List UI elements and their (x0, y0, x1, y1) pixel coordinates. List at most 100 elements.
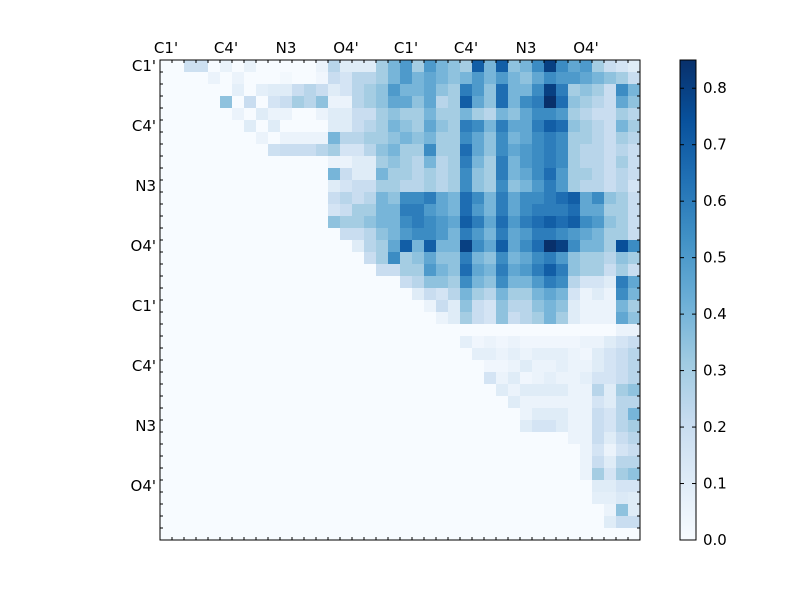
heatmap-cell (544, 504, 557, 517)
heatmap-cell (352, 252, 365, 265)
heatmap-cell (424, 372, 437, 385)
heatmap-cell (220, 84, 233, 97)
heatmap-cell (460, 444, 473, 457)
heatmap-cell (496, 396, 509, 409)
heatmap-cell (172, 228, 185, 241)
heatmap-cell (472, 168, 485, 181)
heatmap-cell (304, 120, 317, 133)
heatmap-cell (268, 276, 281, 289)
heatmap-cell (400, 396, 413, 409)
heatmap-cell (592, 480, 605, 493)
heatmap-cell (388, 240, 401, 253)
heatmap-cell (316, 72, 329, 85)
heatmap-cell (628, 480, 641, 493)
heatmap-cell (436, 216, 449, 229)
heatmap-cell (316, 132, 329, 145)
heatmap-cell (280, 528, 293, 541)
heatmap-cell (472, 324, 485, 337)
heatmap-cell (616, 144, 629, 157)
heatmap-cell (604, 336, 617, 349)
heatmap-cell (400, 468, 413, 481)
colorbar-tick-label: 0.2 (703, 418, 727, 436)
heatmap-cell (556, 264, 569, 277)
heatmap-cell (184, 60, 197, 73)
heatmap-cell (328, 288, 341, 301)
y-tick-label: O4' (131, 237, 156, 255)
heatmap-cell (184, 528, 197, 541)
heatmap-cell (616, 276, 629, 289)
heatmap-cell (268, 192, 281, 205)
heatmap-cell (604, 84, 617, 97)
heatmap-cell (376, 504, 389, 517)
heatmap-cell (256, 528, 269, 541)
heatmap-cell (472, 468, 485, 481)
heatmap-cell (376, 252, 389, 265)
heatmap-cell (196, 492, 209, 505)
heatmap-cell (316, 504, 329, 517)
heatmap-cell (268, 120, 281, 133)
heatmap-cell (580, 216, 593, 229)
heatmap-cell (232, 492, 245, 505)
heatmap-cell (460, 168, 473, 181)
heatmap-cell (484, 156, 497, 169)
heatmap-cell (316, 492, 329, 505)
heatmap-cell (244, 324, 257, 337)
heatmap-cell (604, 288, 617, 301)
colorbar-tick-label: 0.6 (703, 192, 727, 210)
heatmap-cell (436, 456, 449, 469)
heatmap-cell (196, 168, 209, 181)
heatmap-cell (304, 144, 317, 157)
heatmap-cell (508, 456, 521, 469)
heatmap-cell (292, 300, 305, 313)
heatmap-cell (448, 240, 461, 253)
heatmap-cell (556, 60, 569, 73)
heatmap-cell (532, 360, 545, 373)
heatmap-cell (184, 132, 197, 145)
heatmap-cell (376, 312, 389, 325)
heatmap-cell (388, 432, 401, 445)
heatmap-cell (160, 408, 173, 421)
heatmap-cell (328, 60, 341, 73)
heatmap-cell (520, 120, 533, 133)
heatmap-cell (568, 312, 581, 325)
heatmap-cell (256, 324, 269, 337)
heatmap-cell (400, 432, 413, 445)
heatmap-cell (244, 216, 257, 229)
heatmap-cell (256, 492, 269, 505)
heatmap-cell (592, 324, 605, 337)
heatmap-cell (556, 468, 569, 481)
heatmap-cell (520, 504, 533, 517)
heatmap-cell (532, 108, 545, 121)
heatmap-cell (160, 516, 173, 529)
heatmap-cell (184, 492, 197, 505)
heatmap-cell (508, 432, 521, 445)
heatmap-cell (256, 240, 269, 253)
heatmap-cell (172, 492, 185, 505)
heatmap-cell (256, 228, 269, 241)
heatmap-cell (580, 468, 593, 481)
heatmap-cell (352, 372, 365, 385)
heatmap-cell (208, 204, 221, 217)
heatmap-cell (556, 348, 569, 361)
heatmap-cell (160, 528, 173, 541)
heatmap-cell (520, 408, 533, 421)
heatmap-cell (496, 408, 509, 421)
heatmap-cell (352, 432, 365, 445)
heatmap-cell (364, 360, 377, 373)
heatmap-cell (628, 108, 641, 121)
colorbar-tick-label: 0.3 (703, 362, 727, 380)
heatmap-cell (256, 288, 269, 301)
heatmap-cell (412, 336, 425, 349)
heatmap-cell (544, 384, 557, 397)
heatmap-cell (232, 60, 245, 73)
heatmap-cell (604, 192, 617, 205)
heatmap-cell (172, 468, 185, 481)
heatmap-cell (208, 228, 221, 241)
heatmap-cell (472, 180, 485, 193)
heatmap-cell (472, 264, 485, 277)
heatmap-cell (448, 60, 461, 73)
heatmap-cell (160, 240, 173, 253)
heatmap-cell (436, 480, 449, 493)
heatmap-cell (448, 120, 461, 133)
heatmap-cell (364, 168, 377, 181)
